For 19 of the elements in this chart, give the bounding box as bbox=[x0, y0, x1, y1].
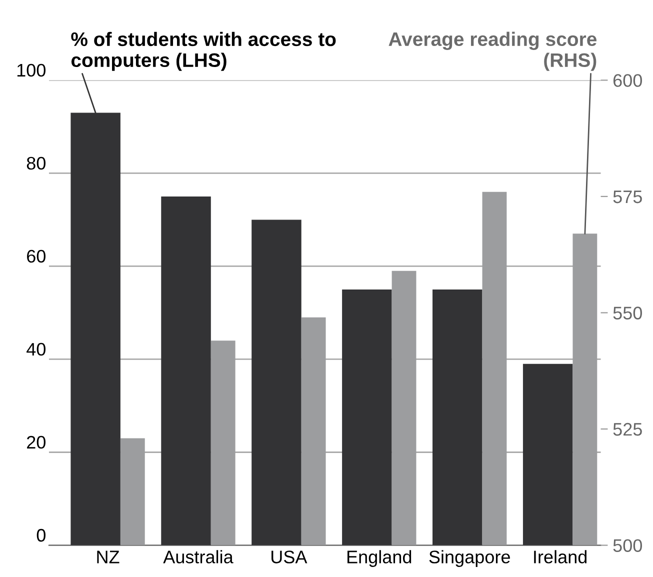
x-tick-label: Ireland bbox=[534, 550, 586, 564]
y-tick-label: 80 bbox=[26, 156, 46, 170]
x-tick-label: USA bbox=[272, 550, 308, 564]
y-tick-label: 0 bbox=[36, 528, 46, 542]
y-tick-label: 20 bbox=[27, 436, 46, 449]
y2-tick-label: 550 bbox=[613, 306, 642, 320]
y2-tick-label: 575 bbox=[613, 190, 642, 204]
x-tick-label: Singapore bbox=[429, 550, 510, 567]
y2-tick-label: 525 bbox=[613, 422, 642, 436]
y-tick-label: 100 bbox=[17, 64, 46, 77]
text: % of students with access to computers (LHS) bbox=[71, 32, 336, 71]
text: Average reading score (RHS) bbox=[388, 32, 596, 71]
x-tick-label: England bbox=[347, 550, 412, 567]
y-tick-label: 60 bbox=[27, 250, 46, 263]
y2-tick-label: 500 bbox=[613, 539, 642, 552]
x-tick-label: NZ bbox=[97, 550, 120, 564]
x-tick-label: Australia bbox=[163, 550, 234, 564]
y2-tick-label: 600 bbox=[613, 74, 642, 87]
y-tick-label: 40 bbox=[26, 342, 46, 356]
